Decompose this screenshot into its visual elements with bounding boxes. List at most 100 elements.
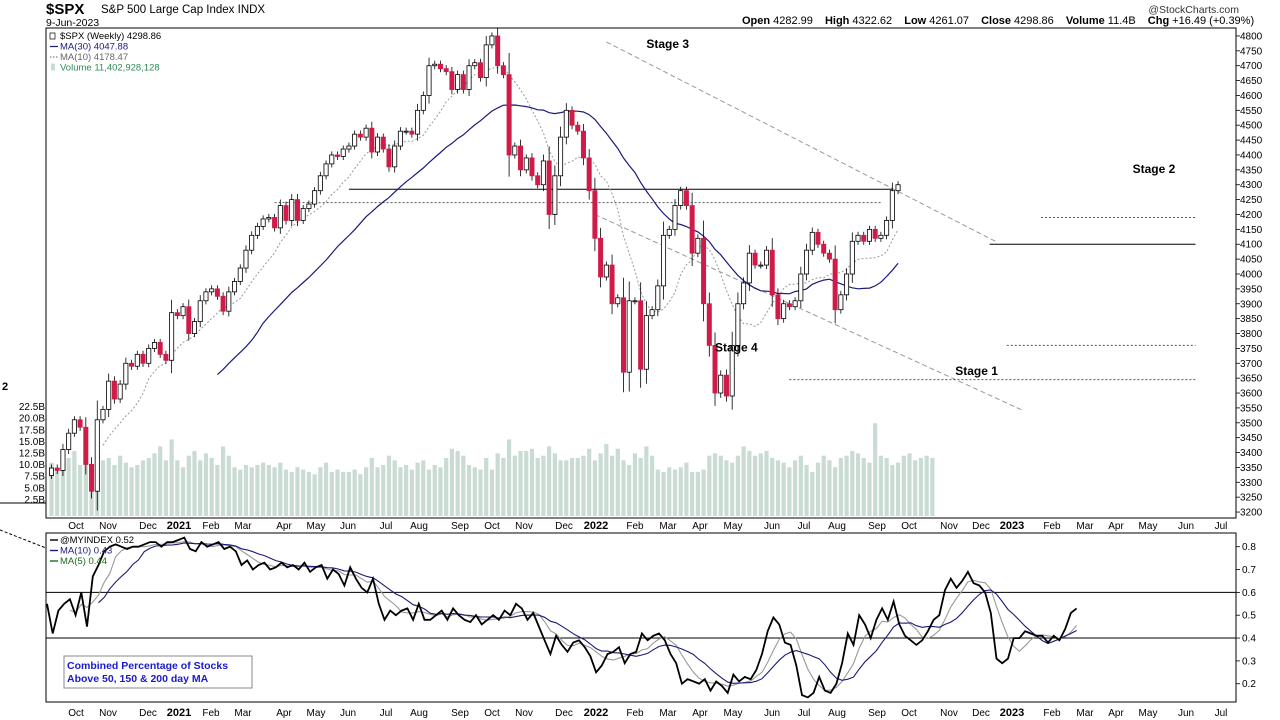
candle [844, 268, 850, 301]
x-axis-label: Oct [901, 708, 917, 719]
indicator-panel: Oct Nov Dec 2021 Feb Mar Apr May Jun Jul Aug Sep Oct… [0, 529, 1256, 719]
candle [300, 204, 306, 225]
candle [174, 309, 180, 320]
candle [758, 261, 764, 269]
volume-bar [375, 467, 380, 516]
stage3-upper-trendline [606, 41, 996, 242]
volume-bar [718, 455, 723, 516]
clipped-left-label: 2 [2, 381, 8, 393]
candle-body [49, 467, 55, 476]
legend-entry: $SPX (Weekly) 4298.86 [60, 31, 161, 42]
candle-body [111, 380, 117, 400]
candle [460, 70, 466, 94]
candle-body [712, 345, 718, 394]
candle-body [432, 63, 438, 67]
volume-bar [358, 474, 363, 516]
volume-bar [884, 458, 889, 516]
candle [306, 200, 312, 213]
volume-bar [529, 448, 535, 516]
x-axis-label: Feb [626, 521, 644, 532]
candle-body [449, 71, 455, 90]
candle [151, 338, 157, 352]
candle [678, 186, 684, 210]
volume-bar [833, 467, 838, 516]
x-axis-label: Apr [692, 708, 708, 719]
candle [884, 216, 890, 240]
indicator-tick-label: 0.4 [1242, 634, 1256, 645]
x-axis-label: Jun [340, 521, 356, 532]
candle [54, 464, 60, 474]
candle [94, 400, 100, 511]
candle-body [220, 295, 226, 312]
candle-body [140, 353, 146, 364]
open-label: Open [742, 15, 771, 27]
volume-bar [615, 448, 620, 516]
indicator-tick-label: 0.5 [1242, 611, 1256, 622]
x-axis-label: May [1139, 708, 1158, 719]
index-name: S&P 500 Large Cap Index INDX [101, 4, 265, 16]
candle-body [580, 130, 586, 159]
candle [643, 301, 649, 384]
candle [638, 282, 644, 388]
volume-bar [392, 460, 397, 516]
candle [49, 464, 55, 480]
x-axis-label: Jun [340, 708, 356, 719]
volume-bar [667, 467, 672, 516]
x-axis-label: Feb [202, 708, 220, 719]
candle [626, 281, 632, 392]
volume-bar [609, 455, 615, 516]
candle [363, 124, 369, 141]
volume-bar [621, 460, 626, 516]
volume-bar [855, 453, 861, 516]
candle-body [403, 130, 409, 133]
chart-date: 9-Jun-2023 [46, 17, 100, 29]
candle [815, 228, 821, 248]
x-axis-label: Oct [484, 521, 500, 532]
x-axis-label: Feb [202, 521, 220, 532]
price-tick-label: 3600 [1240, 389, 1263, 400]
candle-body [855, 234, 861, 242]
volume-tick-label: 2.5B [24, 495, 45, 506]
volume-bar [295, 467, 300, 516]
candle-body [346, 145, 352, 150]
candle [106, 373, 112, 418]
candle [71, 416, 77, 437]
candle [111, 376, 117, 404]
x-axis-label: Feb [1043, 521, 1061, 532]
candle [506, 52, 512, 177]
candle [695, 234, 701, 258]
volume-bar [198, 460, 203, 516]
x-axis-label: Nov [940, 708, 958, 719]
candle-body [66, 432, 72, 450]
volume-bar [598, 453, 603, 516]
main-panel-frame [45, 27, 1237, 519]
x-axis-label: Dec [555, 521, 573, 532]
candle-body [249, 234, 255, 251]
candle-body [546, 160, 552, 215]
x-axis-label: May [307, 708, 326, 719]
volume-bar [261, 462, 266, 516]
volume-bar [346, 471, 352, 516]
volume-bar [489, 469, 495, 516]
candle [592, 177, 598, 252]
candle-body [672, 205, 678, 230]
candle-body [243, 249, 249, 269]
candle-body [563, 109, 569, 138]
candle-body [54, 467, 60, 471]
candle [666, 225, 672, 239]
candle-body [203, 291, 209, 302]
candle [277, 199, 283, 234]
volume-bar [118, 455, 123, 516]
volume-bar [398, 467, 403, 516]
candle [243, 245, 249, 273]
candle-body [500, 65, 506, 76]
candle-body [815, 231, 821, 245]
candle-body [386, 148, 392, 168]
candle [77, 416, 83, 431]
candle [735, 292, 741, 357]
candle [60, 443, 66, 477]
volume-bar [438, 467, 443, 516]
candle [380, 133, 386, 153]
volume-bar [518, 451, 523, 516]
